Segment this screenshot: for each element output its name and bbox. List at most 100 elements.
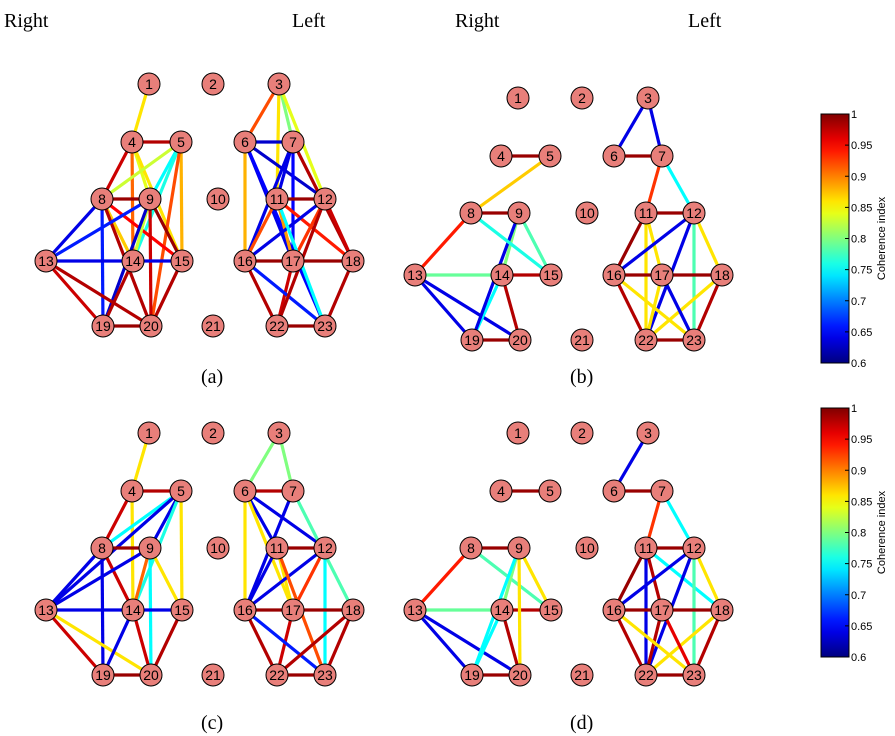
node-23: [313, 663, 337, 687]
node-13: [403, 263, 427, 287]
node-label-3: 3: [644, 425, 652, 441]
node-10: [575, 536, 599, 560]
colorbar-bottom: 1 0.95 0.9 0.85 0.8 0.75 0.7 0.65 0.6 Coherence i…: [820, 403, 888, 664]
node-label-13: 13: [38, 602, 54, 618]
edge-13-19: [44, 259, 105, 328]
node-label-18: 18: [714, 602, 730, 618]
edge-9-13: [45, 197, 151, 263]
node-label-18: 18: [345, 602, 361, 618]
node-14: [121, 249, 145, 273]
edge-13-20: [45, 259, 152, 328]
node-label-23: 23: [686, 667, 702, 683]
edge-9-15: [517, 547, 553, 611]
node-label-19: 19: [464, 332, 480, 348]
node-10: [206, 187, 230, 211]
node-label-14: 14: [125, 253, 141, 269]
node-label-5: 5: [177, 483, 185, 499]
node-12: [682, 536, 706, 560]
node-label-5: 5: [546, 148, 554, 164]
node-label-8: 8: [98, 191, 106, 207]
node-2: [570, 86, 594, 110]
edge-9-15: [148, 198, 184, 262]
node-label-9: 9: [146, 540, 154, 556]
edge-16-23: [612, 608, 696, 677]
edge-16-22: [612, 609, 648, 676]
colorbar-title: Coherence index: [876, 490, 888, 574]
edge-15-20: [149, 260, 184, 327]
node-4: [489, 479, 513, 503]
edge-11-16: [243, 547, 279, 611]
edge-6-12: [244, 489, 326, 550]
node-label-22: 22: [638, 332, 654, 348]
node-label-12: 12: [317, 191, 333, 207]
edge-9-15: [517, 212, 553, 276]
node-label-20: 20: [512, 332, 528, 348]
edge-17-23: [660, 274, 696, 341]
node-label-9: 9: [515, 540, 523, 556]
node-5: [169, 479, 193, 503]
node-8: [459, 536, 483, 560]
node-11: [265, 536, 289, 560]
colorbar-tick-label: 0.7: [851, 296, 866, 308]
node-19: [91, 663, 115, 687]
node-15: [539, 263, 563, 287]
node-21: [201, 663, 225, 687]
node-label-11: 11: [639, 205, 654, 221]
edge-13-20: [414, 273, 521, 342]
node-label-7: 7: [289, 483, 297, 499]
caption-d: (d): [570, 712, 594, 734]
node-label-19: 19: [95, 667, 111, 683]
colorbar-tick-label: 0.8: [851, 234, 866, 246]
node-16: [602, 598, 626, 622]
node-14: [490, 598, 514, 622]
edge-8-14: [100, 547, 135, 611]
node-label-4: 4: [497, 148, 505, 164]
node-5: [169, 130, 193, 154]
node-label-11: 11: [639, 540, 654, 556]
node-18: [341, 249, 365, 273]
node-12: [682, 201, 706, 225]
node-21: [570, 663, 594, 687]
node-14: [490, 263, 514, 287]
caption-b: (b): [570, 366, 594, 388]
colorbar-tick-label: 0.9: [851, 171, 866, 183]
edge-9-15: [148, 547, 184, 611]
node-label-23: 23: [317, 667, 333, 683]
node-label-23: 23: [686, 332, 702, 348]
node-7: [650, 479, 674, 503]
node-22: [265, 663, 289, 687]
node-label-21: 21: [574, 667, 590, 683]
node-15: [170, 598, 194, 622]
colorbar-tick-label: 1: [851, 403, 857, 415]
node-15: [170, 249, 194, 273]
edge-11-18: [275, 197, 355, 263]
colorbar-tick-label: 1: [851, 109, 857, 121]
node-label-2: 2: [209, 76, 217, 92]
edge-18-22: [644, 273, 724, 342]
edge-13-19: [44, 608, 105, 677]
node-16: [233, 249, 257, 273]
node-label-8: 8: [467, 540, 475, 556]
node-2: [201, 72, 225, 96]
node-17: [650, 263, 674, 287]
node-23: [682, 663, 706, 687]
node-1: [506, 421, 530, 445]
node-label-2: 2: [578, 90, 586, 106]
colorbar-tick-label: 0.95: [851, 140, 872, 152]
edge-15-20: [149, 609, 184, 676]
node-7: [650, 144, 674, 168]
node-11: [265, 187, 289, 211]
colorbar-tick-label: 0.75: [851, 265, 872, 277]
edge-18-23: [323, 260, 355, 327]
node-label-3: 3: [644, 90, 652, 106]
node-16: [233, 598, 257, 622]
node-label-11: 11: [270, 540, 285, 556]
node-label-2: 2: [209, 425, 217, 441]
node-label-15: 15: [174, 602, 190, 618]
edge-14-19: [101, 260, 135, 327]
edge-16-22: [243, 260, 279, 327]
header-left-a: Left: [292, 10, 326, 32]
colorbar-tick-label: 0.85: [851, 202, 872, 214]
node-label-17: 17: [285, 253, 301, 269]
